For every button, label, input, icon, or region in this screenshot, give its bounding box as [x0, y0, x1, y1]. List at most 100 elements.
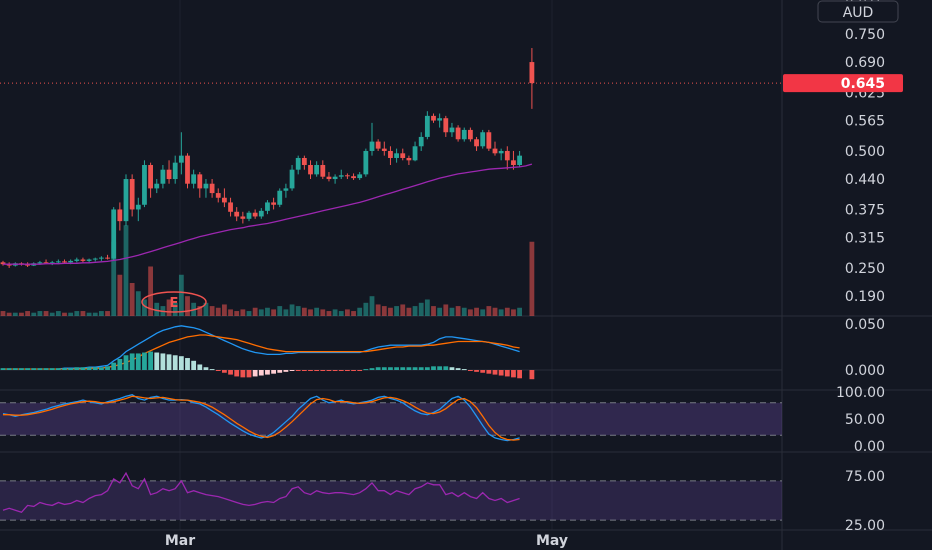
volume-bar: [178, 274, 184, 316]
macd-hist-bar: [43, 368, 49, 370]
macd-hist-bar: [529, 370, 535, 380]
candle-body: [222, 197, 227, 203]
candle-body: [92, 258, 98, 260]
volume-bar: [31, 312, 37, 316]
macd-hist-bar: [86, 367, 92, 370]
candle-body: [504, 150, 510, 161]
macd-hist-bar: [381, 367, 387, 370]
price-tick-label: 0.190: [845, 289, 885, 305]
current-price-label: 0.645: [841, 76, 885, 92]
volume-bar: [74, 311, 80, 316]
volume-bar: [424, 299, 430, 316]
candle-body: [37, 262, 43, 264]
candle-body: [351, 176, 356, 179]
macd-hist-bar: [289, 370, 295, 371]
candle-body: [308, 165, 313, 175]
volume-bar: [504, 307, 510, 316]
macd-hist-bar: [123, 355, 129, 370]
volume-bar: [406, 307, 412, 316]
macd-hist-bar: [498, 370, 504, 376]
macd-hist-bar: [129, 353, 135, 370]
candle-body: [468, 129, 473, 140]
candle-body: [474, 139, 479, 147]
candle-body: [314, 165, 320, 175]
candle-body: [105, 257, 110, 259]
macd-hist-bar: [504, 370, 510, 377]
macd-hist-bar: [222, 370, 227, 373]
volume-bar: [345, 309, 350, 316]
volume-bar: [529, 241, 535, 316]
macd-hist-bar: [25, 368, 30, 370]
candle-body: [246, 212, 252, 219]
macd-hist-bar: [437, 366, 443, 370]
earnings-marker[interactable]: [141, 291, 207, 313]
candle-body: [240, 216, 246, 219]
candle-body: [172, 162, 178, 180]
volume-bar: [68, 312, 74, 316]
indicator-bands: [0, 402, 782, 521]
volume-bar: [418, 302, 424, 316]
volume-bar: [369, 296, 375, 316]
candle-body: [111, 209, 117, 259]
volume-bar: [271, 309, 276, 316]
volume-bar: [172, 302, 178, 316]
date-label: Mar: [165, 533, 195, 549]
macd-hist-bar: [12, 368, 18, 370]
candles[interactable]: [0, 48, 535, 268]
candle-body: [437, 118, 443, 121]
candle-body: [191, 174, 197, 184]
candle-body: [129, 179, 135, 210]
candle-body: [357, 174, 363, 179]
candle-body: [86, 259, 92, 261]
volume-bar: [357, 307, 363, 316]
macd-hist-bar: [308, 370, 313, 371]
candle-body: [99, 257, 104, 259]
time-axis[interactable]: Mar May: [165, 533, 568, 549]
macd-hist-bar: [37, 368, 43, 370]
candle-body: [209, 183, 215, 194]
volume-bar: [375, 304, 381, 316]
volume-bar: [326, 311, 332, 316]
candle-body: [418, 136, 424, 147]
macd-line: [3, 326, 532, 369]
currency-box[interactable]: [817, 0, 899, 23]
volume-bar: [92, 312, 98, 316]
macd-hist-bar: [0, 368, 6, 370]
candle-body: [388, 150, 393, 158]
candle-body: [25, 264, 30, 266]
volume-bar: [388, 307, 393, 316]
macd-hist-bar: [80, 367, 86, 370]
candle-body: [117, 209, 123, 222]
macd-hist-bar: [455, 368, 461, 370]
current-price-badge[interactable]: [783, 74, 903, 93]
candle-body: [166, 169, 172, 180]
volume-bar: [12, 312, 18, 316]
candle-body: [148, 165, 153, 189]
price-tick-label: 0.250: [845, 261, 885, 277]
price-tick-label: 0.750: [845, 27, 885, 43]
candle-body: [55, 261, 61, 263]
volume-bar: [381, 306, 387, 316]
volume-bar: [86, 312, 92, 316]
macd-hist-bar: [277, 370, 283, 373]
volume-bar: [320, 309, 326, 316]
volume-bar: [154, 302, 160, 316]
candle-body: [228, 202, 233, 212]
macd-hist-bar: [461, 369, 467, 371]
macd-hist-bar: [332, 370, 338, 371]
volume-bar: [314, 307, 320, 316]
rsi-tick-label: 25.00: [845, 518, 885, 534]
volume-bar: [123, 225, 129, 316]
macd-hist-bar: [517, 370, 522, 379]
candle-body: [375, 141, 381, 149]
candle-body: [0, 262, 6, 265]
candle-body: [301, 157, 307, 165]
candle-body: [338, 175, 344, 177]
price-tick-label: 0.375: [845, 202, 885, 218]
macd-hist-bar: [468, 370, 473, 371]
macd-hist-bar: [480, 370, 486, 373]
volume-bar: [258, 309, 264, 316]
candle-body: [185, 155, 190, 184]
